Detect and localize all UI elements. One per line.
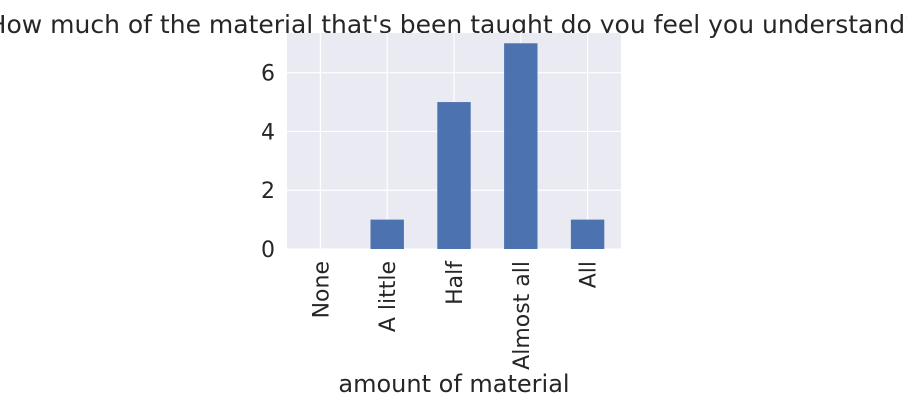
x-tick-label: None — [309, 261, 334, 318]
y-tick-label: 2 — [261, 179, 275, 204]
y-tick-labels: 0 2 4 6 — [261, 62, 275, 263]
bar — [570, 219, 605, 249]
x-axis-label: amount of material — [338, 370, 569, 398]
y-tick-label: 4 — [261, 120, 275, 145]
y-tick-label: 6 — [261, 62, 275, 87]
x-tick-labels: None A little Half Almost all All — [309, 260, 601, 370]
bars — [370, 43, 605, 250]
x-tick-label: A little — [376, 261, 401, 332]
y-tick-label: 0 — [261, 238, 275, 263]
bar — [370, 219, 404, 249]
x-tick-label: Almost all — [510, 261, 535, 370]
bar — [504, 43, 538, 250]
x-tick-label: All — [577, 261, 602, 288]
bar — [437, 102, 471, 250]
x-tick-label: Half — [443, 260, 468, 305]
